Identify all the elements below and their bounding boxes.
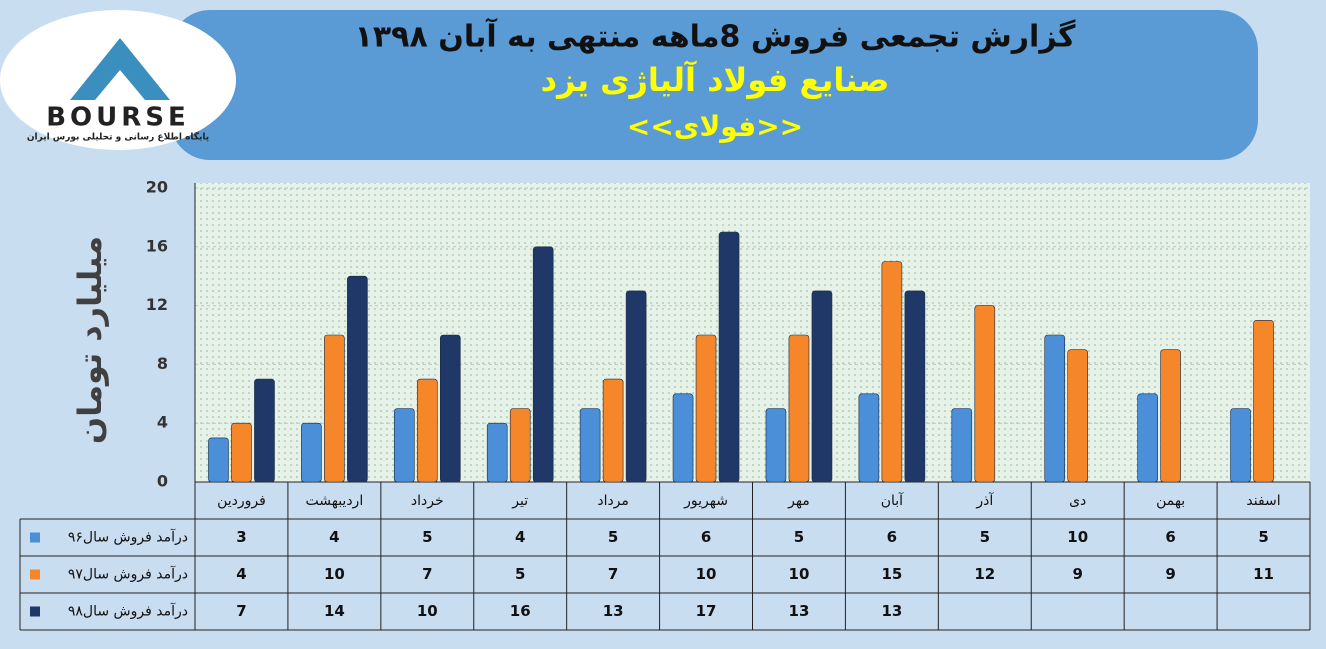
table-value: 15	[881, 565, 902, 583]
y-tick-label: 4	[157, 413, 168, 432]
x-tick-label: خرداد	[411, 493, 444, 509]
bar	[765, 408, 787, 483]
y-tick-label: 12	[146, 295, 168, 314]
table-value: 4	[515, 528, 525, 546]
bar	[1137, 393, 1158, 483]
bar	[811, 290, 833, 483]
bar	[324, 334, 345, 483]
bar	[1067, 349, 1089, 483]
bar	[625, 290, 647, 483]
legend-swatch	[30, 606, 40, 617]
bar	[1230, 408, 1251, 483]
logo-bg	[0, 10, 236, 150]
bar	[486, 422, 508, 483]
chart-title: گزارش تجمعی فروش 8ماهه منتهی به آبان ۱۳۹…	[355, 18, 1076, 55]
bar	[208, 437, 229, 483]
y-tick-label: 16	[146, 236, 168, 255]
bar	[672, 393, 694, 483]
title-banner	[170, 10, 1258, 160]
bar	[881, 261, 903, 483]
bar	[1044, 334, 1066, 483]
x-tick-label: آذر	[975, 492, 994, 509]
bar	[602, 378, 624, 483]
table-value: 6	[887, 528, 897, 546]
bar	[579, 408, 601, 483]
table-value: 5	[1258, 528, 1268, 546]
legend-swatch	[30, 569, 40, 580]
logo-mark	[70, 38, 170, 100]
table-value: 7	[608, 565, 618, 583]
bar	[951, 408, 973, 483]
table-value: 9	[1165, 565, 1175, 583]
table-value: 10	[696, 565, 717, 583]
table-value: 6	[1165, 528, 1175, 546]
bar	[231, 422, 252, 483]
legend-label: درآمد فروش سال۹۷	[68, 566, 188, 583]
table-value: 6	[701, 528, 711, 546]
x-tick-label: فروردین	[217, 493, 266, 509]
legend-label: درآمد فروش سال۹۸	[68, 603, 188, 620]
table-value: 13	[881, 602, 902, 620]
table-value: 13	[789, 602, 810, 620]
bar	[301, 422, 322, 483]
x-tick-label: مهر	[787, 493, 810, 509]
bar	[695, 334, 717, 483]
x-tick-label: بهمن	[1156, 493, 1185, 509]
table-value: 16	[510, 602, 531, 620]
x-tick-label: دی	[1069, 493, 1086, 509]
x-tick-label: آبان	[881, 492, 904, 509]
bar	[393, 408, 415, 483]
table-value: 5	[794, 528, 804, 546]
legend-label: درآمد فروش سال۹۶	[68, 529, 188, 546]
bar	[974, 305, 996, 483]
table-value: 17	[696, 602, 717, 620]
bar	[858, 393, 880, 483]
table-value: 4	[236, 565, 246, 583]
table-value: 4	[329, 528, 339, 546]
bar	[718, 231, 740, 483]
table-value: 10	[1067, 528, 1088, 546]
table-value: 5	[608, 528, 618, 546]
y-tick-label: 20	[146, 178, 168, 197]
table-value: 11	[1253, 565, 1274, 583]
bar	[509, 408, 531, 483]
table-value: 10	[789, 565, 810, 583]
logo-brand: BOURSE	[46, 103, 190, 133]
x-tick-label: اردیبهشت	[306, 493, 364, 509]
y-tick-label: 8	[157, 354, 168, 373]
bar	[788, 334, 810, 483]
table-value: 14	[324, 602, 345, 620]
table-value: 13	[603, 602, 624, 620]
bar	[532, 246, 554, 483]
table-value: 10	[324, 565, 345, 583]
table-value: 10	[417, 602, 438, 620]
annotation: <<فولای>>	[627, 110, 803, 143]
bar	[416, 378, 438, 483]
table-value: 7	[236, 602, 246, 620]
x-tick-label: مرداد	[597, 493, 629, 509]
table-value: 9	[1072, 565, 1082, 583]
bar	[347, 275, 368, 483]
chart-subtitle: صنایع فولاد آلیاژی یزد	[541, 60, 890, 99]
plot-area	[195, 183, 1310, 482]
bar	[1160, 349, 1181, 483]
table-value: 5	[515, 565, 525, 583]
bar	[254, 378, 275, 483]
table-value: 12	[974, 565, 995, 583]
x-tick-label: اسفند	[1246, 493, 1280, 509]
bar	[1253, 319, 1274, 483]
bar	[439, 334, 461, 483]
bar	[904, 290, 926, 483]
table-value: 5	[980, 528, 990, 546]
y-tick-label: 0	[157, 472, 168, 491]
x-tick-label: تیر	[511, 493, 528, 509]
table-value: 7	[422, 565, 432, 583]
table-value: 3	[236, 528, 246, 546]
legend-swatch	[30, 532, 40, 543]
table-value: 5	[422, 528, 432, 546]
x-tick-label: شهریور	[683, 493, 728, 509]
logo-tagline: پایگاه اطلاع رسانی و تحلیلی بورس ایران	[27, 131, 209, 143]
y-axis-label: میلیارد تومان	[71, 236, 109, 444]
